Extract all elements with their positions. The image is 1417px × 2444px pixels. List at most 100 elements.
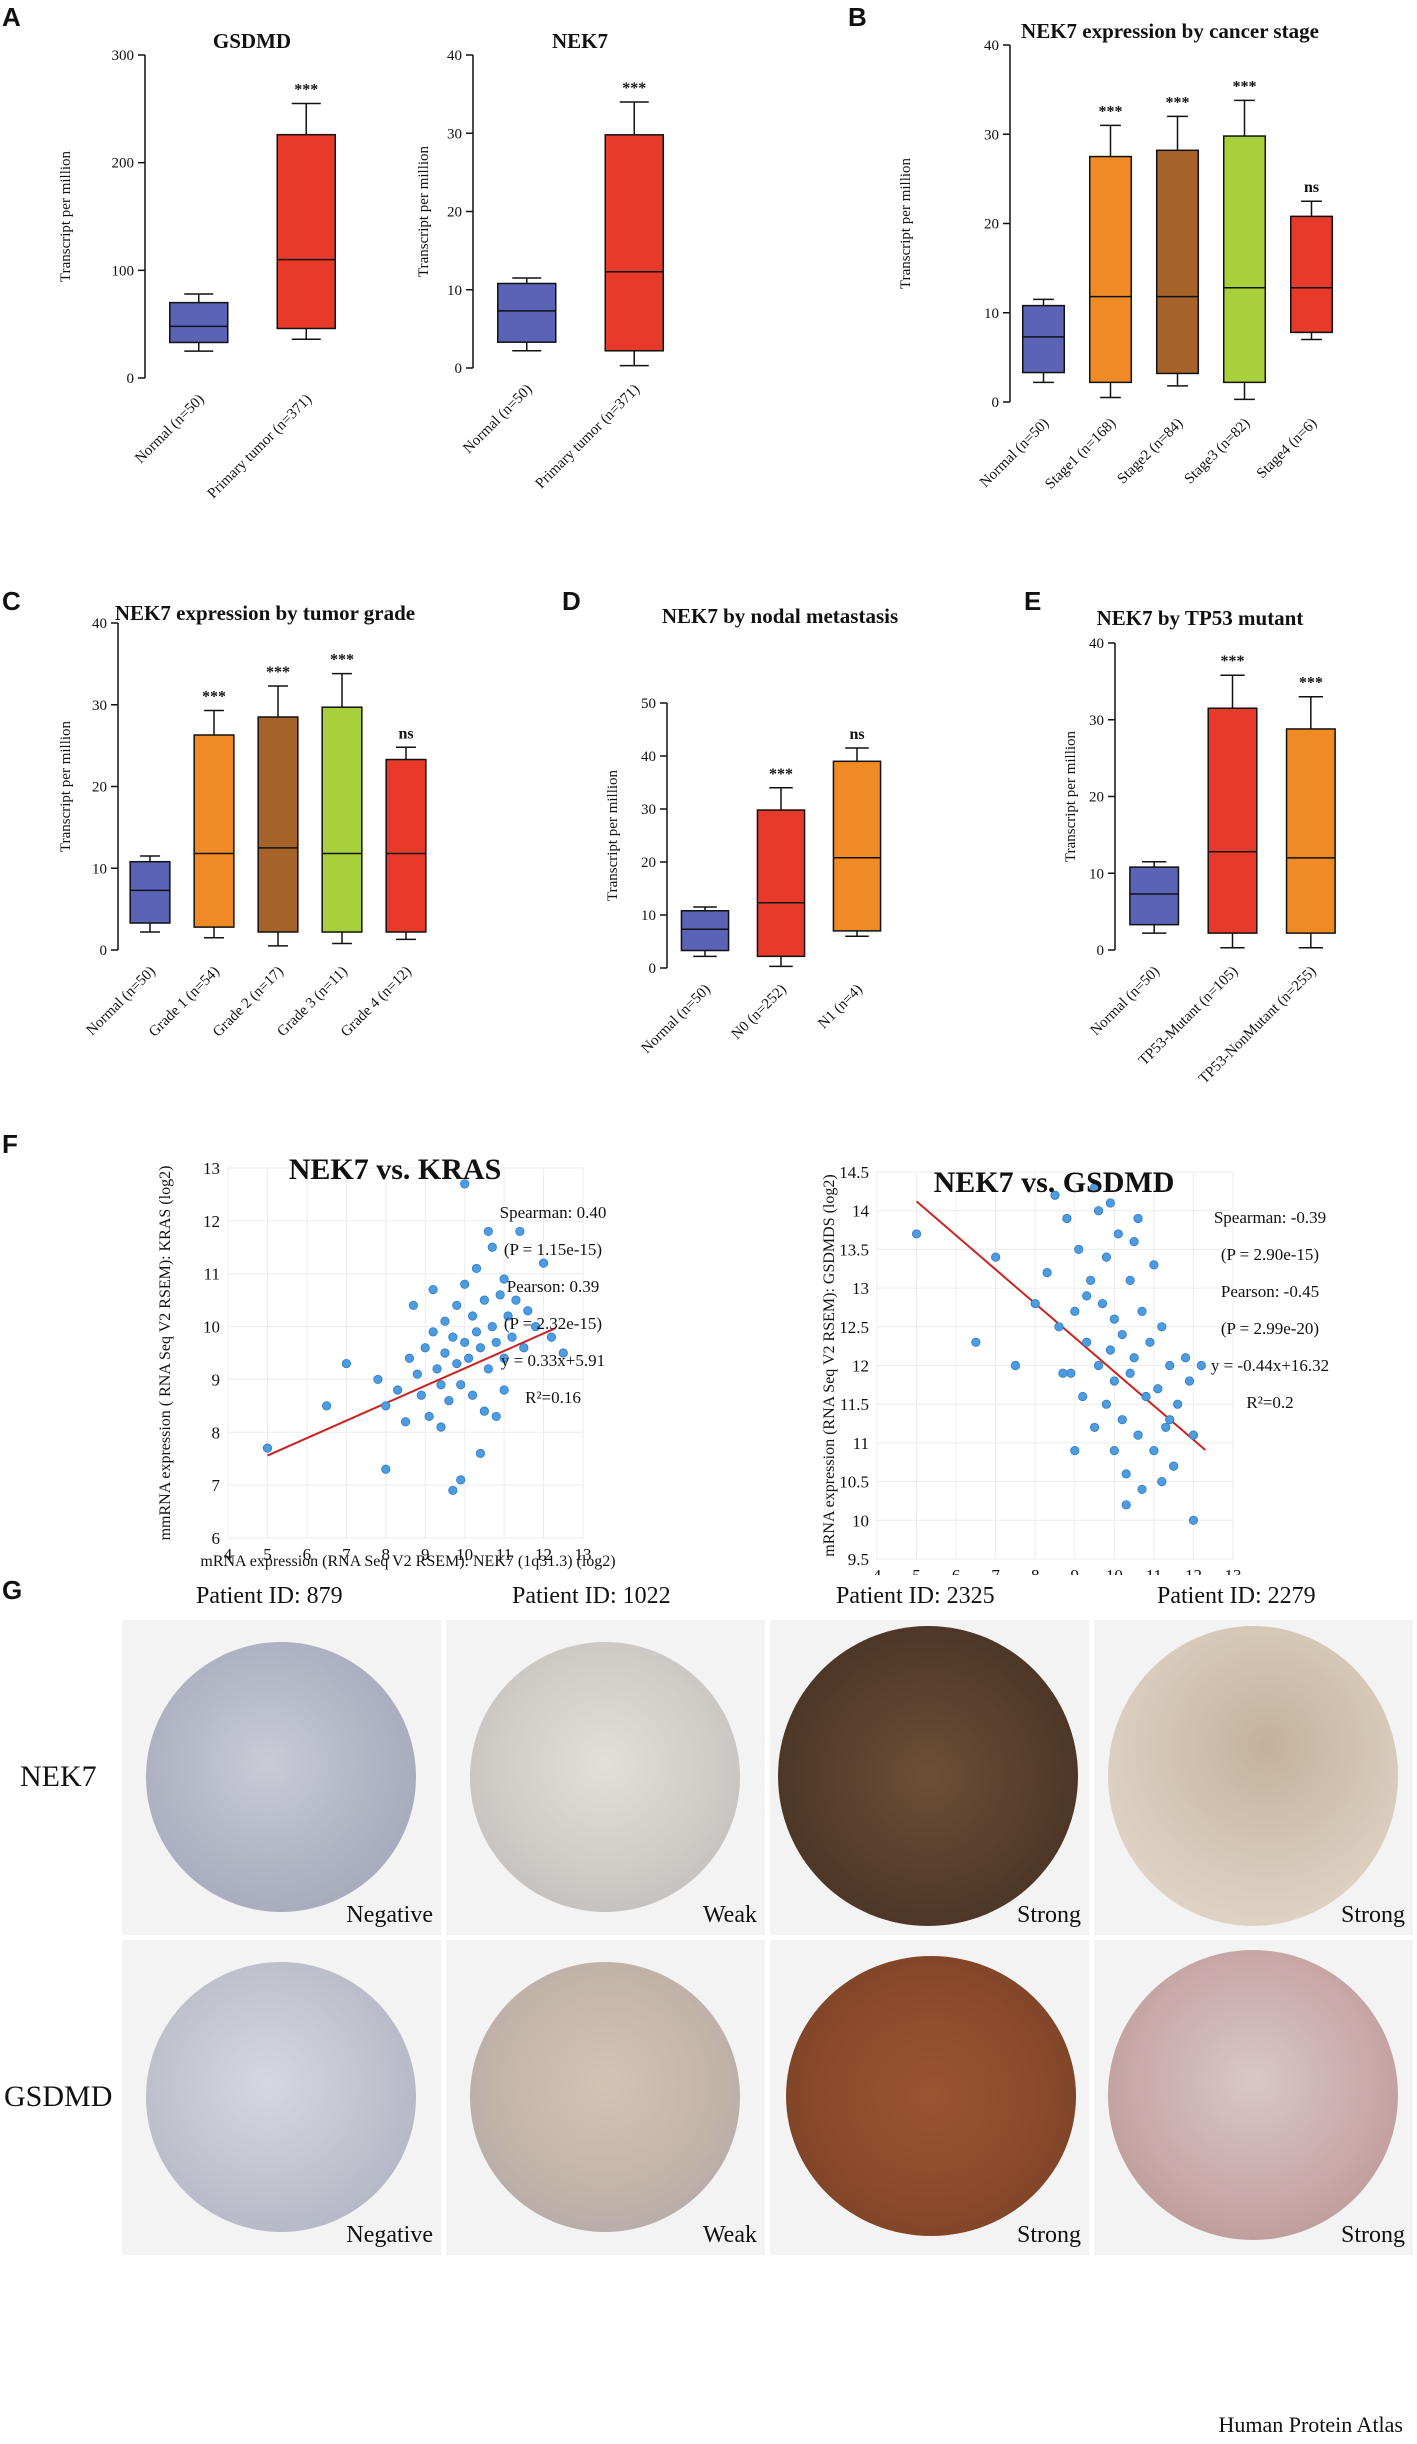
stat-line: Spearman: -0.39 <box>1214 1208 1326 1227</box>
data-point <box>1109 1446 1119 1456</box>
data-point <box>1093 1360 1104 1371</box>
x-tick-label: 5 <box>912 1566 921 1575</box>
box-body <box>257 716 299 933</box>
scatter-plot-f2: 4 5 6 7 8 9 10 11 12 13 9.5 10 10.5 11 11.5 12 12.5 13 13.… <box>821 1163 1329 1575</box>
y-tick-label: 0 <box>992 395 1000 411</box>
x-tick-label: 5 <box>263 1545 272 1564</box>
regression-line <box>267 1327 556 1457</box>
y-axis-label: Transcript per million <box>898 157 914 289</box>
patient-id-3: Patient ID: 2325 <box>836 1583 995 1609</box>
y-tick-label: 40 <box>1089 636 1104 652</box>
y-tick-label: 20 <box>447 205 462 221</box>
y-tick-label: 30 <box>92 698 107 714</box>
data-point <box>428 1284 438 1295</box>
box-2: *** N0 (n=252) <box>729 766 806 1043</box>
data-point <box>471 1327 482 1337</box>
stat-line: R²=0.16 <box>525 1388 581 1407</box>
data-point <box>428 1327 438 1337</box>
box-body <box>276 133 336 330</box>
significance-label: *** <box>330 652 354 669</box>
ihc-tile: Strong <box>1094 1940 1413 2255</box>
box-1: Normal (n=50) <box>132 293 229 467</box>
panel-label-d: D <box>562 586 581 616</box>
data-point <box>456 1380 466 1390</box>
data-point <box>1161 1422 1171 1433</box>
significance-label: *** <box>1299 675 1323 692</box>
y-tick-label: 7 <box>212 1476 221 1495</box>
stat-line: y = 0.33x+5.91 <box>501 1351 605 1370</box>
y-tick-label: 10 <box>447 283 462 299</box>
data-point <box>1133 1213 1143 1224</box>
y-tick-label: 14 <box>852 1202 870 1221</box>
data-point <box>460 1179 470 1189</box>
chart-title: NEK7 expression by tumor grade <box>115 601 415 625</box>
data-point <box>1054 1322 1064 1332</box>
category-label: Normal (n=50) <box>460 382 535 457</box>
data-point <box>487 1242 497 1252</box>
stat-line: (P = 2.32e-15) <box>504 1314 602 1333</box>
tissue-core <box>470 1642 740 1912</box>
data-point <box>1149 1260 1159 1270</box>
data-point <box>1042 1268 1052 1278</box>
category-label: Stage4 (n=6) <box>1254 416 1320 482</box>
panel-label-f: F <box>2 1129 18 1159</box>
x-tick-label: 7 <box>342 1545 351 1564</box>
x-tick-label: 4 <box>873 1566 882 1575</box>
data-point <box>381 1401 391 1411</box>
y-tick-label: 10 <box>92 861 107 877</box>
stat-line: (P = 2.99e-20) <box>1221 1319 1319 1338</box>
chart-title: NEK7 by TP53 mutant <box>1097 606 1304 630</box>
y-tick-label: 0 <box>649 961 657 977</box>
category-label: Stage1 (n=168) <box>1042 416 1119 493</box>
box-body <box>1155 149 1200 375</box>
data-point <box>499 1353 509 1363</box>
significance-label: *** <box>1233 78 1257 95</box>
panel-label-c: C <box>2 586 21 616</box>
tissue-core <box>1108 1626 1398 1926</box>
ihc-tile: Weak <box>446 1620 765 1935</box>
significance-label: ns <box>398 725 413 742</box>
y-tick-label: 12.5 <box>839 1318 869 1337</box>
y-tick-label: 10 <box>641 908 656 924</box>
y-tick-label: 9.5 <box>848 1550 869 1569</box>
data-point <box>373 1374 383 1385</box>
box-plot-d: NEK7 by nodal metastasis 0 10 20 30 40 50 Trans… <box>605 604 898 1057</box>
data-point <box>1125 1368 1135 1378</box>
y-axis-label: mRNA expression (RNA Seq V2 RSEM): GSDMD… <box>821 1174 838 1556</box>
data-point <box>1066 1368 1076 1378</box>
data-point <box>523 1306 533 1316</box>
data-point <box>483 1226 493 1237</box>
data-point <box>1117 1415 1127 1425</box>
y-tick-label: 6 <box>212 1529 221 1548</box>
data-point <box>1133 1430 1143 1440</box>
y-axis-label: Transcript per million <box>605 769 621 901</box>
stat-line: (P = 1.15e-15) <box>504 1240 602 1259</box>
data-point <box>1101 1399 1112 1409</box>
data-point <box>1117 1329 1127 1340</box>
data-point <box>558 1348 568 1358</box>
box-body <box>1088 155 1133 384</box>
data-point <box>1062 1213 1072 1224</box>
data-point <box>448 1332 458 1342</box>
box-body <box>1021 304 1066 374</box>
data-point <box>1149 1446 1159 1456</box>
category-label: Normal (n=50) <box>132 392 207 467</box>
box-1: Normal (n=50) <box>460 277 557 457</box>
patient-id-2: Patient ID: 1022 <box>512 1583 671 1609</box>
data-point <box>416 1390 426 1400</box>
data-point <box>1173 1399 1183 1409</box>
y-axis-label: mmRNA expression ( RNA Seq V2 RSEM): KRA… <box>157 1166 174 1541</box>
y-tick-label: 11 <box>853 1434 869 1453</box>
data-point <box>1070 1446 1080 1456</box>
y-tick-label: 20 <box>984 217 999 233</box>
y-tick-label: 20 <box>641 855 656 871</box>
y-tick-label: 100 <box>112 263 135 279</box>
tissue-core <box>786 1956 1076 2236</box>
box-body <box>169 301 229 344</box>
y-tick-label: 10 <box>203 1318 220 1337</box>
data-point <box>503 1311 513 1321</box>
chart-title: NEK7 <box>552 29 608 53</box>
data-point <box>404 1353 415 1363</box>
data-point <box>1074 1244 1084 1255</box>
